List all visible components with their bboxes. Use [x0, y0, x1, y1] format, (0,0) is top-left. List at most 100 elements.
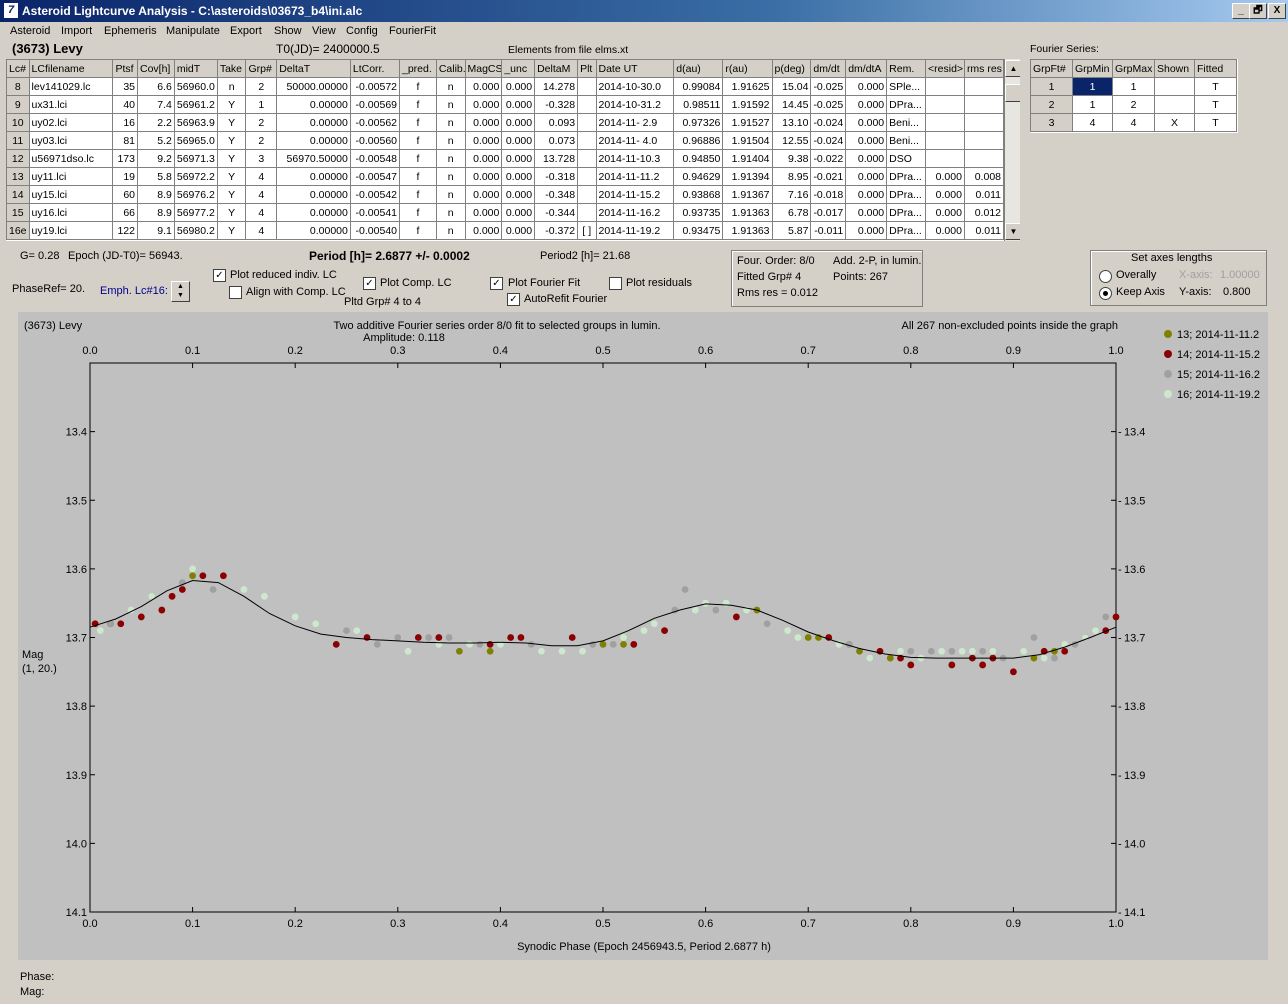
- column-header[interactable]: Cov[h]: [137, 59, 175, 78]
- table-cell[interactable]: SPle...: [886, 77, 927, 96]
- table-cell[interactable]: 2014-11-10.3: [595, 149, 675, 168]
- fourier-cell[interactable]: T: [1194, 77, 1237, 96]
- table-cell[interactable]: 0.000: [845, 203, 888, 222]
- table-cell[interactable]: 2014-11- 2.9: [595, 113, 675, 132]
- table-cell[interactable]: 9.2: [137, 149, 175, 168]
- table-cell[interactable]: 9.1: [137, 221, 175, 240]
- table-cell[interactable]: 0.00000: [276, 203, 351, 222]
- table-cell[interactable]: [577, 149, 597, 168]
- table-cell[interactable]: Y: [216, 185, 247, 204]
- table-cell[interactable]: [577, 167, 597, 186]
- table-row[interactable]: 15 uy16.lci 66 8.9 56977.2 Y 4 0.00000 -0.00541 f…: [6, 203, 1005, 222]
- menu-fourierfit[interactable]: FourierFit: [389, 25, 437, 37]
- plot-residuals-checkbox[interactable]: [609, 277, 622, 290]
- table-cell[interactable]: 2014-10-30.0: [595, 77, 675, 96]
- table-cell[interactable]: 0.000: [464, 149, 503, 168]
- fourier-cell[interactable]: 1: [1072, 95, 1113, 114]
- fourier-cell[interactable]: X: [1154, 113, 1195, 132]
- column-header[interactable]: Ptsf: [112, 59, 138, 78]
- table-row[interactable]: 9 ux31.lci 40 7.4 56961.2 Y 1 0.00000 -0.00569 f n…: [6, 95, 1005, 114]
- menu-ephemeris[interactable]: Ephemeris: [104, 25, 157, 37]
- table-cell[interactable]: 1.91363: [722, 221, 773, 240]
- table-cell[interactable]: 0.98511: [673, 95, 724, 114]
- table-cell[interactable]: 122: [112, 221, 138, 240]
- keep-axis-radio[interactable]: [1099, 287, 1112, 300]
- autorefit-checkbox[interactable]: ✓: [507, 293, 520, 306]
- menu-config[interactable]: Config: [346, 25, 378, 37]
- fourier-cell[interactable]: [1154, 95, 1195, 114]
- table-cell[interactable]: 56977.2: [173, 203, 218, 222]
- fourier-cell[interactable]: [1154, 77, 1195, 96]
- table-cell[interactable]: 5.2: [137, 131, 175, 150]
- fourier-cell[interactable]: 4: [1112, 113, 1155, 132]
- table-cell[interactable]: Y: [216, 221, 247, 240]
- table-cell[interactable]: 0.93868: [673, 185, 724, 204]
- table-cell[interactable]: -0.00542: [349, 185, 401, 204]
- table-cell[interactable]: 2: [245, 77, 278, 96]
- table-cell[interactable]: 0.000: [464, 131, 503, 150]
- table-cell[interactable]: 0.000: [925, 185, 965, 204]
- table-cell[interactable]: [577, 131, 597, 150]
- table-cell[interactable]: -0.021: [810, 167, 847, 186]
- table-cell[interactable]: 0.073: [534, 131, 579, 150]
- menu-export[interactable]: Export: [230, 25, 262, 37]
- table-cell[interactable]: 7.16: [771, 185, 812, 204]
- fourier-cell[interactable]: 1: [1112, 77, 1155, 96]
- column-header[interactable]: LCfilename: [28, 59, 114, 78]
- table-cell[interactable]: 0.000: [464, 113, 503, 132]
- table-cell[interactable]: 8.95: [771, 167, 812, 186]
- table-cell[interactable]: [577, 77, 597, 96]
- table-cell[interactable]: 81: [112, 131, 138, 150]
- column-header[interactable]: Take: [216, 59, 247, 78]
- table-cell[interactable]: 56961.2: [173, 95, 218, 114]
- table-cell[interactable]: 0.94629: [673, 167, 724, 186]
- table-cell[interactable]: n: [435, 167, 466, 186]
- column-header[interactable]: d(au): [673, 59, 724, 78]
- table-cell[interactable]: 1.91504: [722, 131, 773, 150]
- table-cell[interactable]: 6.78: [771, 203, 812, 222]
- menu-manipulate[interactable]: Manipulate: [166, 25, 220, 37]
- table-cell[interactable]: 15: [6, 203, 30, 222]
- table-cell[interactable]: 4: [245, 185, 278, 204]
- table-cell[interactable]: [925, 95, 965, 114]
- table-cell[interactable]: 0.000: [464, 203, 503, 222]
- table-row[interactable]: 12 u56971dso.lc 173 9.2 56971.3 Y 3 56970.50000…: [6, 149, 1005, 168]
- column-header[interactable]: MagCS: [464, 59, 503, 78]
- table-cell[interactable]: 0.000: [501, 203, 536, 222]
- table-cell[interactable]: 0.000: [845, 167, 888, 186]
- column-header[interactable]: Date UT: [595, 59, 675, 78]
- table-cell[interactable]: -0.018: [810, 185, 847, 204]
- table-cell[interactable]: 0.00000: [276, 185, 351, 204]
- table-cell[interactable]: 56963.9: [173, 113, 218, 132]
- table-cell[interactable]: 1.91394: [722, 167, 773, 186]
- table-cell[interactable]: ux31.lci: [28, 95, 114, 114]
- table-cell[interactable]: -0.00560: [349, 131, 401, 150]
- fourier-cell[interactable]: 2: [1030, 95, 1073, 114]
- scroll-thumb[interactable]: [1005, 84, 1020, 102]
- restore-button[interactable]: 🗗: [1249, 3, 1267, 19]
- table-cell[interactable]: -0.024: [810, 113, 847, 132]
- table-row[interactable]: 16e uy19.lci 122 9.1 56980.2 Y 4 0.00000 -0.0054…: [6, 221, 1005, 240]
- table-cell[interactable]: f: [399, 185, 437, 204]
- fourier-cell[interactable]: 3: [1030, 113, 1073, 132]
- table-cell[interactable]: 4: [245, 203, 278, 222]
- table-cell[interactable]: f: [399, 77, 437, 96]
- table-cell[interactable]: -0.00569: [349, 95, 401, 114]
- column-header[interactable]: Plt: [577, 59, 597, 78]
- table-cell[interactable]: f: [399, 95, 437, 114]
- table-cell[interactable]: Beni...: [886, 131, 927, 150]
- column-header[interactable]: dm/dtA: [845, 59, 888, 78]
- table-cell[interactable]: 16: [112, 113, 138, 132]
- column-header[interactable]: LtCorr.: [349, 59, 401, 78]
- column-header[interactable]: _unc: [501, 59, 536, 78]
- table-cell[interactable]: n: [435, 131, 466, 150]
- table-cell[interactable]: 12: [6, 149, 30, 168]
- table-cell[interactable]: -0.328: [534, 95, 579, 114]
- table-cell[interactable]: [577, 95, 597, 114]
- table-cell[interactable]: 56976.2: [173, 185, 218, 204]
- table-cell[interactable]: -0.00541: [349, 203, 401, 222]
- column-header[interactable]: Lc#: [6, 59, 30, 78]
- table-cell[interactable]: 56960.0: [173, 77, 218, 96]
- column-header[interactable]: r(au): [722, 59, 773, 78]
